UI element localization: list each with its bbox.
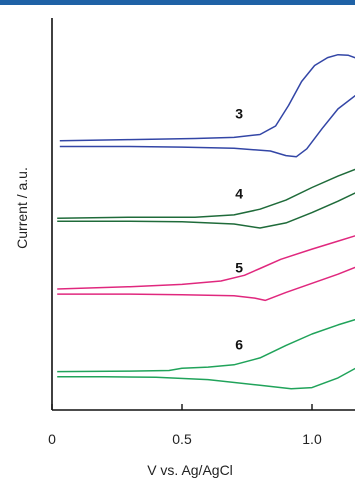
series-label-6: 6 bbox=[235, 336, 243, 352]
x-tick-label: 1.0 bbox=[302, 431, 322, 447]
series-line-4 bbox=[57, 168, 355, 229]
series-line-5 bbox=[57, 235, 355, 302]
series-line-6 bbox=[57, 318, 355, 390]
series-label-5: 5 bbox=[235, 259, 243, 275]
top-rule bbox=[0, 0, 355, 5]
x-tick-label: 0.5 bbox=[172, 431, 192, 447]
x-axis-label: V vs. Ag/AgCl bbox=[147, 462, 233, 478]
series-label-4: 4 bbox=[235, 185, 243, 201]
series-line-3 bbox=[59, 53, 355, 158]
y-axis-label: Current / a.u. bbox=[14, 167, 30, 249]
series-label-3: 3 bbox=[235, 106, 243, 122]
x-tick-label: 0 bbox=[48, 431, 56, 447]
